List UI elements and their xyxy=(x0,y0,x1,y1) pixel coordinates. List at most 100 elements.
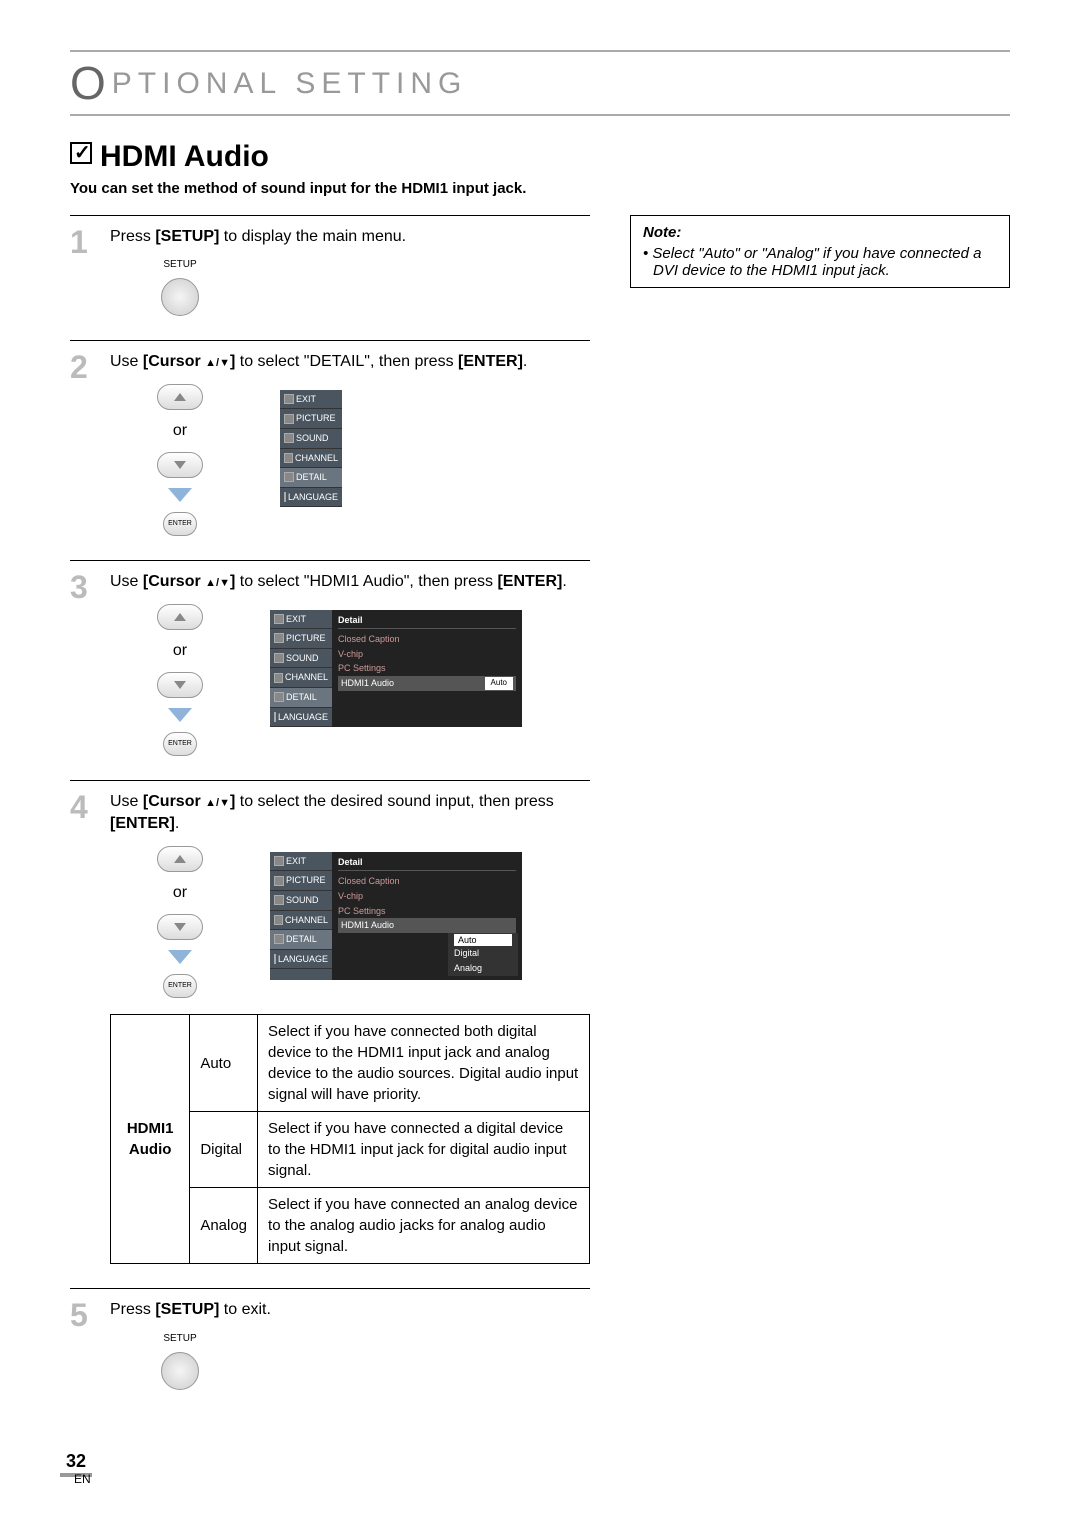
picture-icon xyxy=(274,876,284,886)
steps-column: 1 Press [SETUP] to display the main menu… xyxy=(70,215,590,1414)
enter-button-icon: ENTER xyxy=(163,512,197,536)
step-body: Use [Cursor ▲/▼] to select the desired s… xyxy=(110,791,590,1264)
checkbox-icon xyxy=(70,142,92,164)
picture-icon xyxy=(274,633,284,643)
step-number: 5 xyxy=(70,1299,98,1389)
setup-key: [SETUP] xyxy=(155,228,219,245)
step-number: 3 xyxy=(70,571,98,756)
osd-channel: CHANNEL xyxy=(270,668,332,688)
text: to select the desired sound input, then … xyxy=(235,793,553,810)
cursor-down-button-icon xyxy=(157,672,203,698)
osd-row-pc: PC Settings xyxy=(338,904,516,919)
osd-sidebar: EXIT PICTURE SOUND CHANNEL DETAIL LANGUA… xyxy=(270,610,332,728)
cursor-arrows: ▲/▼ xyxy=(205,797,230,809)
note-box: Note: Select "Auto" or "Analog" if you h… xyxy=(630,215,1010,288)
sound-icon xyxy=(274,895,284,905)
cursor-up-button-icon xyxy=(157,846,203,872)
label: V-chip xyxy=(338,648,363,661)
page-footer: 32 EN xyxy=(60,1451,92,1486)
text: . xyxy=(523,353,527,370)
step-number: 4 xyxy=(70,791,98,1264)
step-body: Use [Cursor ▲/▼] to select "DETAIL", the… xyxy=(110,351,590,536)
setup-button-icon xyxy=(161,278,199,316)
enter-key: [ENTER] xyxy=(458,353,523,370)
label: CHANNEL xyxy=(285,914,328,927)
osd-main-panel: Detail Closed Caption V-chip PC Settings… xyxy=(332,852,522,981)
label: Closed Caption xyxy=(338,875,400,888)
osd-main-panel: Detail Closed Caption V-chip PC Settings… xyxy=(332,610,522,728)
step-4: 4 Use [Cursor ▲/▼] to select the desired… xyxy=(70,780,590,1264)
osd-dropdown-list: Auto Digital Analog xyxy=(448,933,518,977)
step-body: Press [SETUP] to exit. SETUP xyxy=(110,1299,590,1389)
osd-channel: CHANNEL xyxy=(280,449,342,469)
label: PICTURE xyxy=(296,412,336,425)
sound-icon xyxy=(284,433,294,443)
exit-icon xyxy=(274,856,284,866)
opt-desc: Select if you have connected a digital d… xyxy=(258,1112,590,1188)
picture-icon xyxy=(284,414,294,424)
label: DETAIL xyxy=(286,933,317,946)
channel-icon xyxy=(274,915,283,925)
osd-row-hdmi: HDMI1 AudioAuto xyxy=(338,676,516,691)
osd-title: Detail xyxy=(338,614,516,630)
cursor-key: [Cursor xyxy=(143,793,205,810)
osd-channel: CHANNEL xyxy=(270,911,332,931)
text: to select "DETAIL", then press xyxy=(235,353,458,370)
detail-icon xyxy=(284,472,294,482)
text: Press xyxy=(110,1301,155,1318)
opt-name: Auto xyxy=(190,1015,258,1112)
label: CHANNEL xyxy=(295,452,338,465)
note-title: Note: xyxy=(643,224,997,241)
enter-button-icon: ENTER xyxy=(163,974,197,998)
detail-icon xyxy=(274,934,284,944)
setup-key: [SETUP] xyxy=(155,1301,219,1318)
step-number: 1 xyxy=(70,226,98,316)
osd-row-pc: PC Settings xyxy=(338,661,516,676)
text: Use xyxy=(110,353,143,370)
label: EXIT xyxy=(296,393,316,406)
sound-icon xyxy=(274,653,284,663)
setup-button-icon xyxy=(161,1352,199,1390)
osd-picture: PICTURE xyxy=(270,629,332,649)
opt-desc: Select if you have connected an analog d… xyxy=(258,1188,590,1264)
label: LANGUAGE xyxy=(278,711,328,724)
text: Use xyxy=(110,573,143,590)
or-text: or xyxy=(173,640,187,662)
opt-auto: Auto xyxy=(454,934,512,947)
text: . xyxy=(175,815,179,832)
step-2: 2 Use [Cursor ▲/▼] to select "DETAIL", t… xyxy=(70,340,590,536)
osd-picture: PICTURE xyxy=(270,871,332,891)
opt-analog: Analog xyxy=(454,961,512,976)
header-rule-bottom xyxy=(70,114,1010,116)
osd-menu-detail: EXIT PICTURE SOUND CHANNEL DETAIL LANGUA… xyxy=(270,610,522,728)
label: DETAIL xyxy=(296,471,327,484)
label: LANGUAGE xyxy=(278,953,328,966)
osd-picture: PICTURE xyxy=(280,409,342,429)
text: to select "HDMI1 Audio", then press xyxy=(235,573,497,590)
osd-language: LANGUAGE xyxy=(270,708,332,728)
label: PICTURE xyxy=(286,632,326,645)
step-5: 5 Press [SETUP] to exit. SETUP xyxy=(70,1288,590,1389)
osd-language: LANGUAGE xyxy=(270,950,332,970)
cursor-arrows: ▲/▼ xyxy=(205,577,230,589)
section-title: HDMI Audio xyxy=(70,140,1010,174)
cursor-key: [Cursor xyxy=(143,573,205,590)
header-rest: PTIONAL SETTING xyxy=(112,67,468,100)
note-column: Note: Select "Auto" or "Analog" if you h… xyxy=(630,215,1010,1414)
osd-sidebar: EXIT PICTURE SOUND CHANNEL DETAIL LANGUA… xyxy=(280,390,342,508)
opt-desc: Select if you have connected both digita… xyxy=(258,1015,590,1112)
osd-sound: SOUND xyxy=(280,429,342,449)
label: SOUND xyxy=(296,432,329,445)
text: to display the main menu. xyxy=(219,228,406,245)
flow-arrow-icon xyxy=(168,488,192,502)
detail-icon xyxy=(274,692,284,702)
channel-icon xyxy=(274,673,283,683)
label: Closed Caption xyxy=(338,633,400,646)
label: SOUND xyxy=(286,894,319,907)
label: HDMI1 Audio xyxy=(341,677,394,690)
label: DETAIL xyxy=(286,691,317,704)
section-title-text: HDMI Audio xyxy=(100,140,269,173)
cursor-key: [Cursor xyxy=(143,353,205,370)
label: LANGUAGE xyxy=(288,491,338,504)
options-table: HDMI1 Audio Auto Select if you have conn… xyxy=(110,1014,590,1264)
